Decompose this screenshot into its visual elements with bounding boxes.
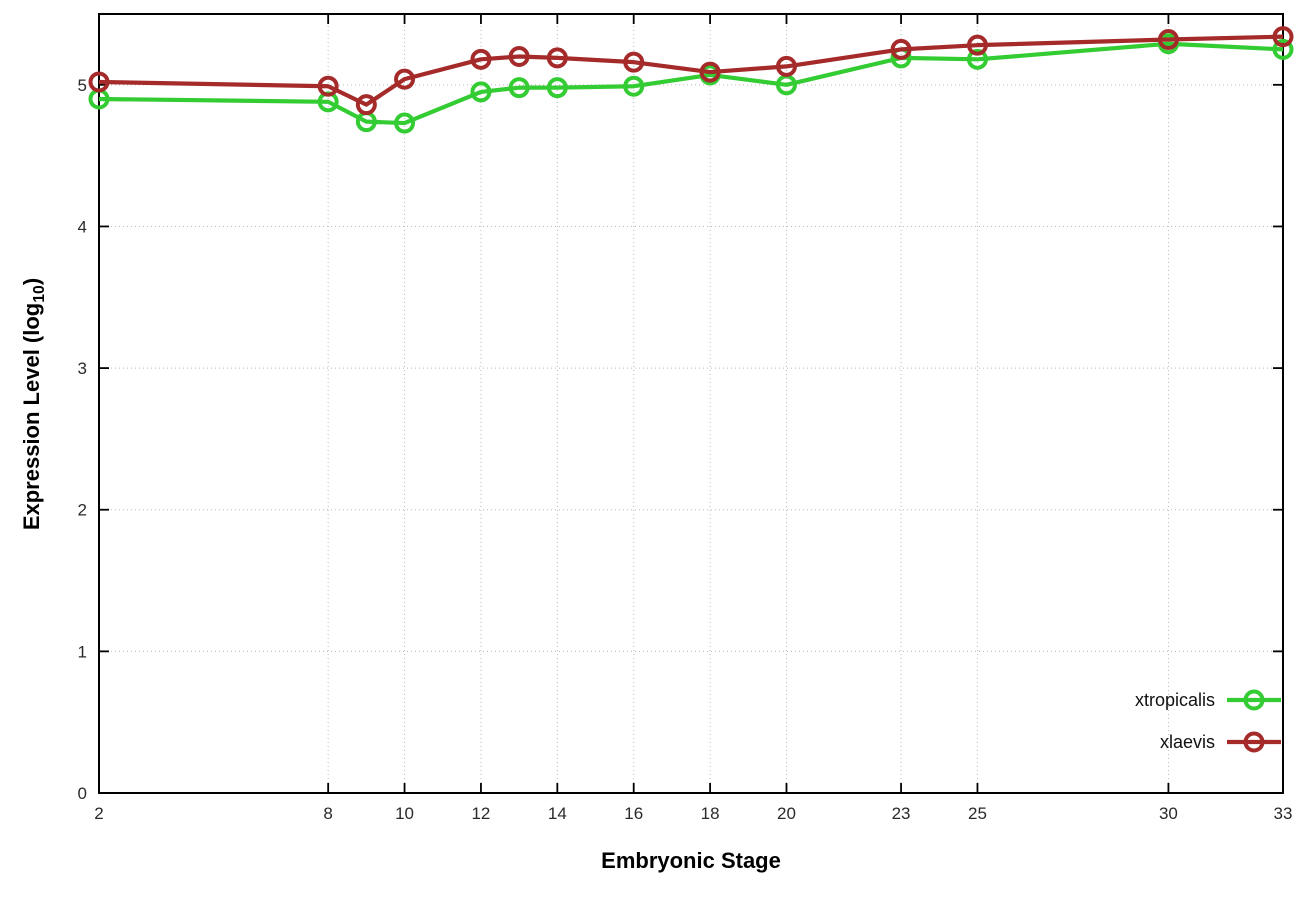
y-axis-label-subscript: 10 [31, 285, 49, 303]
y-tick-label: 1 [78, 642, 87, 661]
y-axis-label-suffix: ) [18, 277, 44, 286]
data-point-xlaevis [394, 68, 416, 90]
data-point-xtropicalis [508, 77, 530, 99]
data-point-xlaevis [623, 51, 645, 73]
data-point-xlaevis [890, 38, 912, 60]
data-point-xlaevis [355, 94, 377, 116]
y-axis-label: Expression Level (log10) [19, 278, 49, 530]
data-point-xlaevis [966, 34, 988, 56]
x-tick-label: 20 [777, 804, 796, 823]
x-tick-label: 8 [323, 804, 332, 823]
legend-label-xtropicalis: xtropicalis [1135, 690, 1215, 710]
data-point-xtropicalis [470, 81, 492, 103]
x-axis-label: Embryonic Stage [601, 848, 781, 873]
y-tick-label: 4 [78, 217, 87, 236]
data-point-xtropicalis [623, 75, 645, 97]
x-tick-label: 12 [471, 804, 490, 823]
x-tick-label: 14 [548, 804, 567, 823]
x-tick-label: 2 [94, 804, 103, 823]
x-tick-label: 25 [968, 804, 987, 823]
y-tick-label: 3 [78, 359, 87, 378]
x-tick-label: 16 [624, 804, 643, 823]
data-point-xlaevis [1272, 26, 1294, 48]
data-point-xtropicalis [546, 77, 568, 99]
series-line-xtropicalis [98, 41, 1284, 126]
y-axis-label-prefix: Expression Level (log [18, 302, 44, 531]
data-point-xlaevis [508, 45, 530, 67]
x-tick-label: 30 [1159, 804, 1178, 823]
y-tick-label: 2 [78, 501, 87, 520]
y-tick-label: 0 [78, 784, 87, 803]
x-tick-label: 10 [395, 804, 414, 823]
data-point-xtropicalis [966, 48, 988, 70]
y-tick-label: 5 [78, 76, 87, 95]
data-point-xlaevis [699, 61, 721, 83]
data-point-xtropicalis [394, 112, 416, 134]
data-point-xlaevis [546, 47, 568, 69]
legend-marker-xlaevis [1243, 731, 1265, 753]
data-point-xlaevis [775, 55, 797, 77]
legend-marker-xtropicalis [1243, 689, 1265, 711]
data-point-xlaevis [317, 75, 339, 97]
x-tick-label: 33 [1274, 804, 1293, 823]
plot-border [98, 13, 1284, 794]
data-point-xlaevis [470, 48, 492, 70]
legend-label-xlaevis: xlaevis [1160, 732, 1215, 752]
data-point-xtropicalis [1272, 38, 1294, 60]
data-point-xlaevis [1157, 28, 1179, 50]
x-tick-label: 23 [892, 804, 911, 823]
data-point-xlaevis [88, 71, 110, 93]
x-tick-label: 18 [701, 804, 720, 823]
